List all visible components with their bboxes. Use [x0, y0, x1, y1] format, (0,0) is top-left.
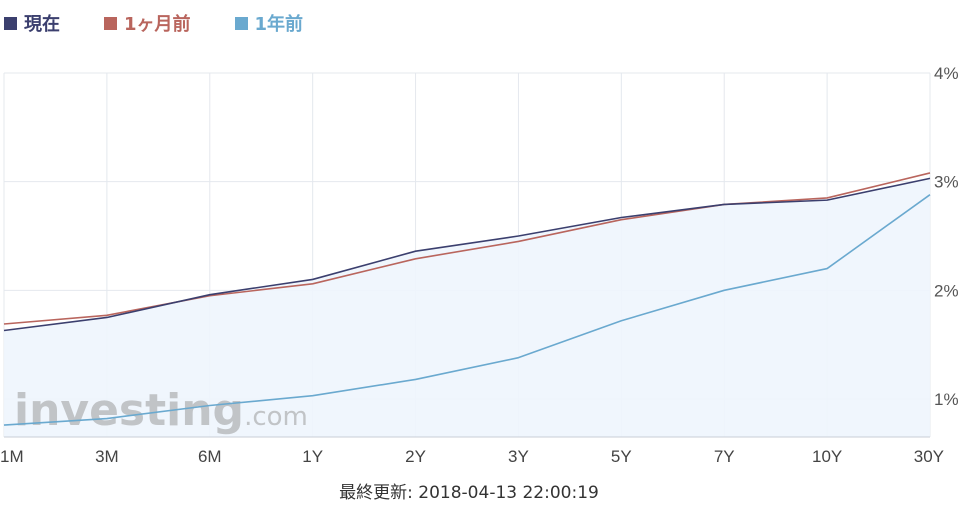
legend-label-month-ago: 1ヶ月前: [124, 14, 191, 35]
legend-item-current[interactable]: 現在: [4, 10, 60, 36]
chart-legend: 現在 1ヶ月前 1年前: [4, 10, 347, 36]
x-tick-label: 10Y: [812, 447, 842, 466]
legend-item-year-ago[interactable]: 1年前: [234, 10, 304, 36]
line-layer: [3, 172, 931, 426]
last-updated: 最終更新: 2018-04-13 22:00:19: [339, 483, 599, 503]
series-line-year-ago[interactable]: [3, 194, 931, 426]
x-tick-label: 7Y: [714, 447, 735, 466]
x-tick-label: 3M: [95, 447, 119, 466]
x-tick-label: 5Y: [611, 447, 632, 466]
y-tick-label: 4%: [934, 64, 959, 83]
watermark-suffix: .com: [244, 402, 308, 432]
x-tick-label: 1M: [0, 447, 24, 466]
legend-item-month-ago[interactable]: 1ヶ月前: [104, 10, 191, 36]
axis-layer: 1% 2% 3% 4% 1M 3M 6M 1Y 2Y 3Y 5Y 7Y 10Y 30Y: [0, 64, 959, 466]
x-tick-label: 6M: [198, 447, 222, 466]
legend-label-current: 現在: [24, 14, 60, 35]
x-tick-label: 1Y: [302, 447, 323, 466]
series-line-current[interactable]: [3, 177, 931, 332]
y-tick-label: 3%: [934, 173, 959, 192]
current-area-fill: [4, 178, 930, 437]
x-tick-label: 3Y: [508, 447, 529, 466]
x-tick-label: 2Y: [405, 447, 426, 466]
legend-swatch-month-ago: [104, 16, 117, 30]
watermark: investing.com: [14, 385, 308, 436]
legend-label-year-ago: 1年前: [254, 14, 304, 35]
legend-swatch-year-ago: [234, 16, 248, 30]
watermark-main: investing: [14, 385, 244, 436]
y-tick-label: 1%: [934, 390, 959, 409]
area-layer: [4, 178, 930, 437]
yield-curve-chart: investing.com 1% 2% 3% 4% 1M 3M 6M 1Y 2Y 3Y 5Y 7Y 10…: [0, 64, 959, 466]
legend-swatch-current: [4, 16, 17, 30]
x-tick-label: 30Y: [914, 447, 944, 466]
y-tick-label: 2%: [934, 281, 959, 300]
svg-text:investing.com: investing.com: [14, 385, 308, 436]
